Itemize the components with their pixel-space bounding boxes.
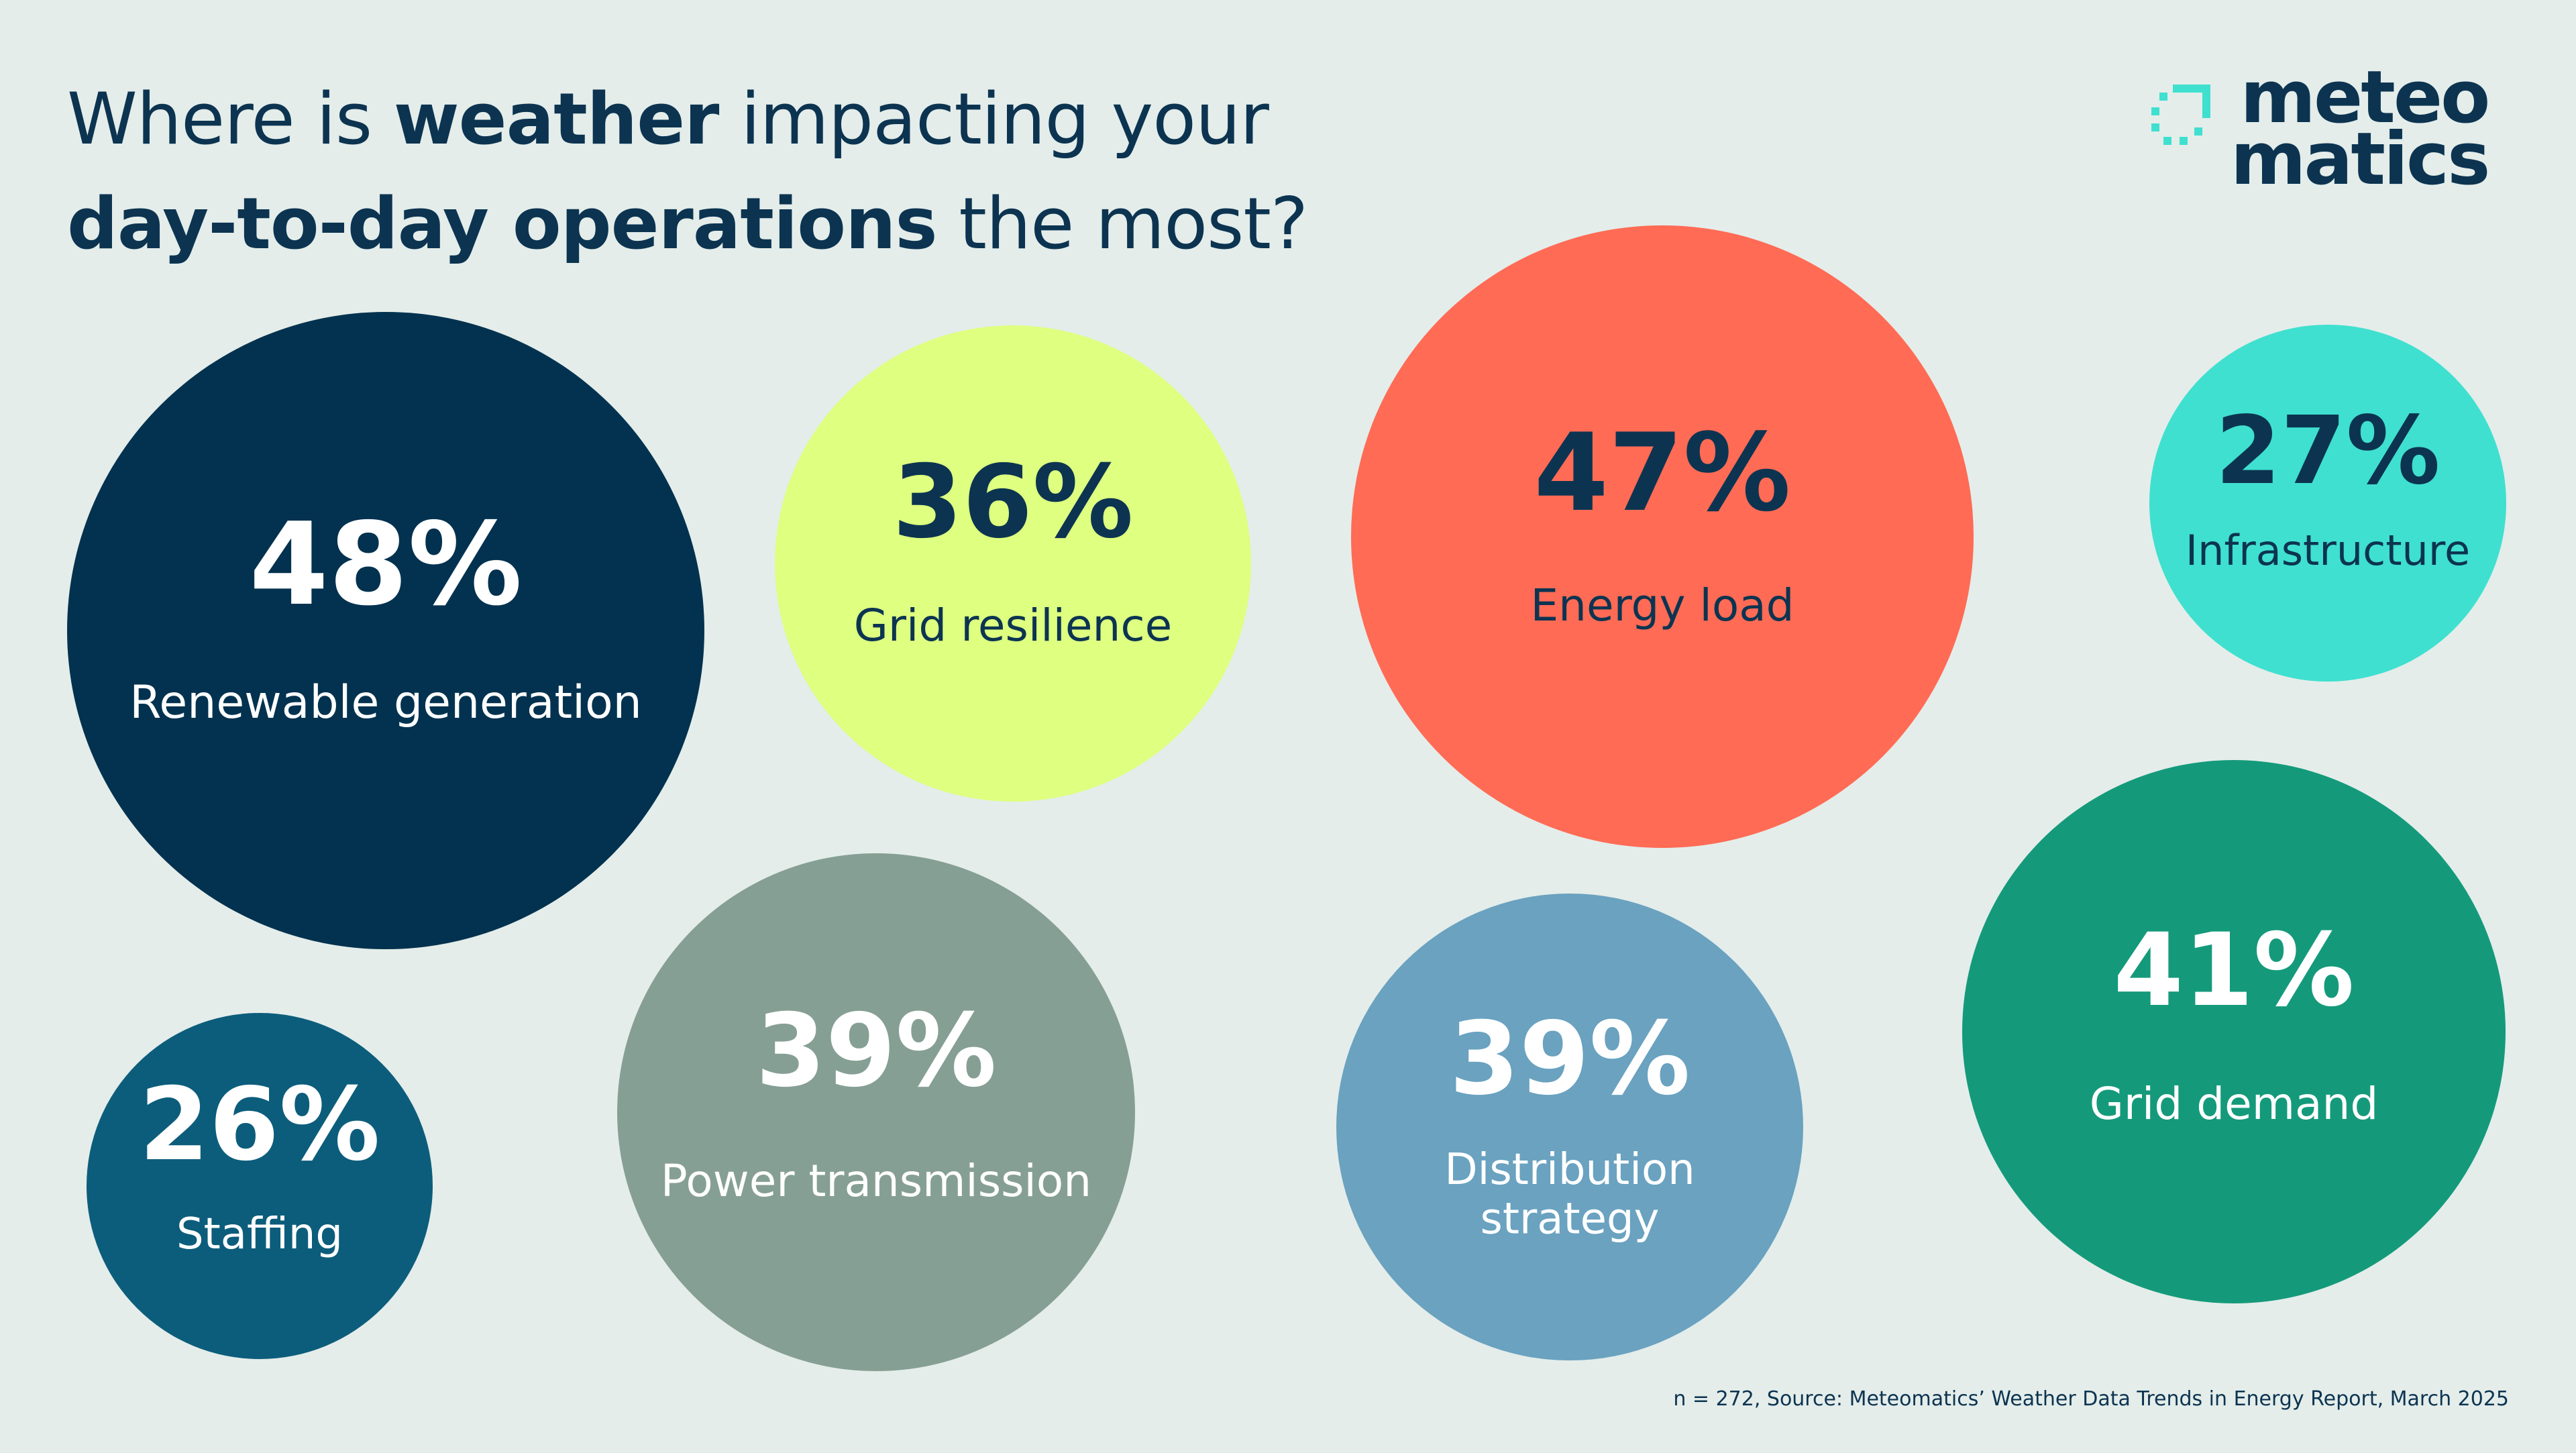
bubble-value: 27%	[2215, 396, 2440, 506]
bubble-staffing: 26% Staffing	[87, 1013, 433, 1359]
bubble-renewable-generation: 48% Renewable generation	[67, 312, 704, 949]
bubble-grid-resilience: 36% Grid resilience	[775, 325, 1251, 802]
logo-line-2: matics	[2231, 117, 2490, 201]
title-line-2: day-to-day operations the most?	[67, 182, 1308, 265]
logo-wordmark: meteo matics	[2231, 56, 2491, 201]
bubble-circle	[2149, 325, 2506, 682]
title-segment: day-to-day operations	[67, 182, 938, 265]
bubble-label: Energy load	[1530, 580, 1794, 631]
bubble-value: 26%	[139, 1067, 380, 1183]
bubble-energy-load: 47% Energy load	[1351, 225, 1974, 848]
title-segment: impacting your	[718, 78, 1269, 160]
bubble-value: 47%	[1534, 410, 1791, 535]
bubble-label: Power transmission	[661, 1155, 1091, 1207]
bubble-label: Renewable generation	[129, 676, 642, 729]
bubble-circle	[1336, 894, 1803, 1360]
source-footnote: n = 272, Source: Meteomatics’ Weather Da…	[1673, 1387, 2509, 1411]
logo-mark-icon	[2151, 85, 2210, 145]
title-segment: weather	[393, 78, 720, 160]
bubble-value: 36%	[892, 444, 1133, 561]
title-segment: the most?	[936, 182, 1308, 265]
brand-logo: meteo matics	[2150, 56, 2506, 201]
bubble-label: Staffing	[176, 1209, 343, 1259]
bubble-circle	[775, 325, 1251, 802]
bubble-label: Grid demand	[2090, 1078, 2378, 1130]
bubble-value: 39%	[755, 993, 996, 1110]
bubble-circle	[617, 853, 1135, 1371]
bubble-circle	[67, 312, 704, 949]
bubble-circle	[87, 1013, 433, 1359]
title-line-1: Where is weather impacting your	[67, 78, 1269, 160]
bubble-label: Distribution	[1444, 1145, 1695, 1195]
bubble-label: strategy	[1481, 1195, 1660, 1244]
logo-line-1: meteo	[2240, 56, 2491, 140]
chart-title: Where is weather impacting your day-to-d…	[67, 67, 1308, 276]
bubble-circle	[1351, 225, 1974, 848]
bubble-grid-demand: 41% Grid demand	[1962, 760, 2506, 1303]
bubble-value: 48%	[250, 498, 523, 631]
bubble-power-transmission: 39% Power transmission	[617, 853, 1135, 1371]
bubble-label: Infrastructure	[2186, 526, 2470, 575]
bubble-circle	[1962, 760, 2506, 1303]
bubble-infrastructure: 27% Infrastructure	[2149, 325, 2506, 682]
bubble-label: Grid resilience	[854, 600, 1173, 651]
bubble-value: 39%	[1449, 1001, 1690, 1118]
title-segment: Where is	[67, 78, 394, 160]
bubble-value: 41%	[2113, 912, 2354, 1029]
